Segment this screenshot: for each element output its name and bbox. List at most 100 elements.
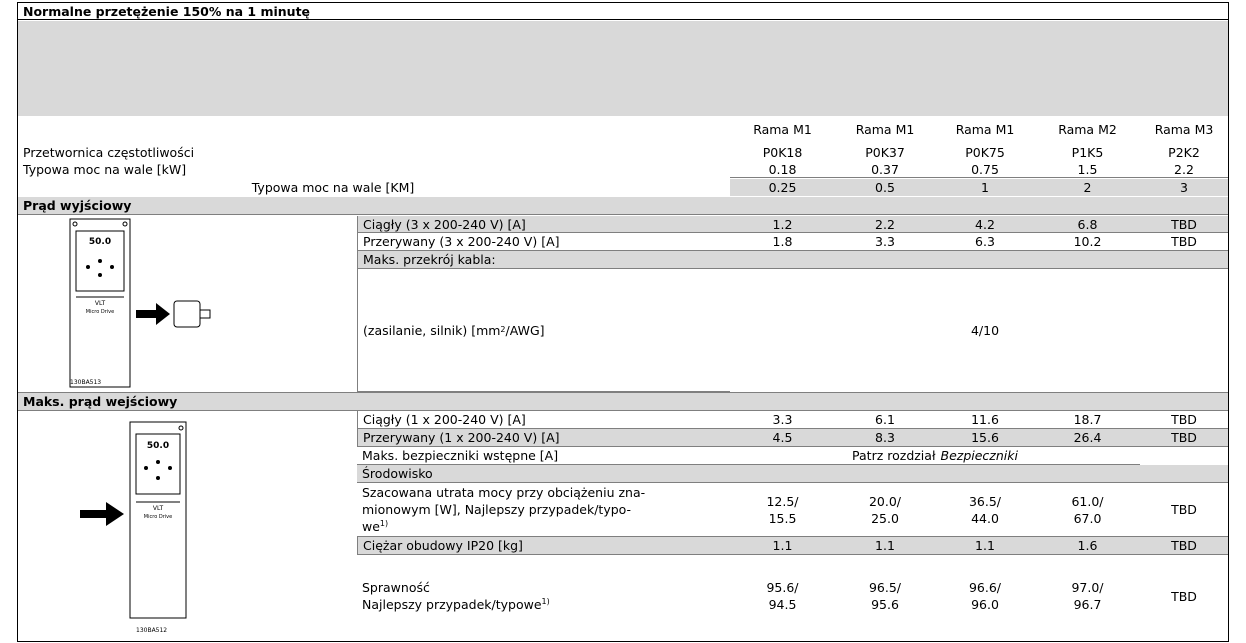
key: [156, 476, 160, 480]
product: Micro Drive: [86, 309, 114, 315]
value-line: 20.0/: [868, 493, 902, 509]
value: 96.6/96.0: [935, 560, 1035, 632]
label-part: /AWG]: [505, 322, 545, 338]
value: 3.3: [835, 233, 935, 251]
value: P0K37: [865, 145, 905, 160]
label-line: mionowym [W], Najlepszy przypadek/typo-: [362, 502, 632, 517]
label-line: Szacowana utrata mocy przy obciążeniu zn…: [362, 485, 646, 500]
value: 95.6/94.5: [730, 560, 835, 632]
frame: Rama M1: [955, 121, 1015, 137]
label-line: Sprawność: [362, 580, 430, 595]
value: 1.6: [1035, 537, 1140, 555]
value-line: 96.0: [971, 597, 999, 612]
value-line: 96.5/: [868, 580, 902, 595]
value: 26.4: [1035, 429, 1140, 447]
row-label: Typowa moc na wale [kW]: [23, 162, 187, 177]
header-band: [18, 21, 1228, 116]
value-line: 95.6/: [766, 580, 799, 595]
value: TBD: [1140, 429, 1228, 447]
row-label: Środowisko: [357, 465, 730, 483]
row-label: Maks. przekrój kabla:: [357, 251, 730, 269]
row-band: [730, 465, 1228, 483]
image-code: 130BA512: [136, 627, 167, 634]
key: [156, 460, 160, 464]
frame: Rama M1: [855, 121, 915, 137]
section-title: Maks. prąd wejściowy: [18, 393, 1228, 411]
value: 15.6: [935, 429, 1035, 447]
value: 1.5: [1035, 161, 1140, 178]
arrow: [80, 502, 124, 526]
note-ref: Bezpieczniki: [940, 448, 1018, 463]
value: 6.1: [835, 411, 935, 429]
brand: VLT: [95, 300, 106, 307]
row-label: Sprawność Najlepszy przypadek/typowe1): [357, 560, 730, 632]
row-label: (zasilanie, silnik) [mm 2 /AWG]: [357, 269, 730, 392]
output-image: 50.0 VLT Micro Drive 130BA513: [69, 218, 211, 388]
frame: Rama M2: [1058, 121, 1117, 137]
value: 8.3: [835, 429, 935, 447]
footnote: 1): [379, 518, 389, 528]
value: 0.18: [730, 161, 835, 178]
row-label: Ciągły (3 x 200-240 V) [A]: [357, 216, 730, 233]
value-line: 95.6: [871, 597, 899, 612]
value: 1.1: [835, 537, 935, 555]
value: 6.8: [1035, 216, 1140, 233]
value: 12.5/15.5: [730, 483, 835, 537]
value: 0.75: [935, 161, 1035, 178]
value: TBD: [1140, 560, 1228, 632]
value: 4/10: [970, 323, 1000, 338]
value-line: 94.5: [768, 597, 797, 612]
input-image: 50.0 VLT Micro Drive 130BA512: [80, 421, 187, 634]
value-line: 97.0/: [1071, 580, 1104, 595]
value: TBD: [1140, 483, 1228, 537]
value: 10.2: [1035, 233, 1140, 251]
brand: VLT: [153, 505, 164, 512]
keypad: [135, 433, 181, 495]
row-band: [730, 251, 1228, 269]
frame: Rama M3: [1154, 121, 1214, 137]
value: 1.1: [730, 537, 835, 555]
value-line: 44.0: [971, 510, 999, 526]
label-line: we1): [362, 518, 389, 534]
label-text: Najlepszy przypadek/typowe: [362, 597, 542, 612]
value: 1.2: [730, 216, 835, 233]
display: 50.0: [147, 441, 169, 451]
key: [168, 466, 172, 470]
row-label: Szacowana utrata mocy przy obciążeniu zn…: [357, 483, 730, 537]
value: 61.0/67.0: [1035, 483, 1140, 537]
value-line: 36.5/: [968, 493, 1002, 509]
row-label: Przetwornica częstotliwości: [23, 145, 195, 160]
keypad: [75, 230, 125, 292]
screw: [178, 425, 184, 431]
note: Patrz rozdział: [852, 448, 936, 463]
label-line: Najlepszy przypadek/typowe1): [362, 596, 550, 613]
value: 2.2: [835, 216, 935, 233]
value: 96.5/95.6: [835, 560, 935, 632]
value: 11.6: [935, 411, 1035, 429]
value: 4.5: [730, 429, 835, 447]
value-line: TBD: [1171, 588, 1197, 604]
motor-shaft: [199, 309, 211, 319]
value: TBD: [1140, 233, 1228, 251]
arrow: [136, 303, 170, 325]
key: [86, 265, 90, 269]
key: [98, 273, 102, 277]
row-label: Ciągły (1 x 200-240 V) [A]: [357, 411, 730, 429]
row-label: Przerywany (1 x 200-240 V) [A]: [357, 429, 730, 447]
title: Normalne przetężenie 150% na 1 minutę: [18, 3, 1228, 20]
section-title: Prąd wyjściowy: [18, 197, 1228, 215]
value: 97.0/96.7: [1035, 560, 1140, 632]
fuse-note: Patrz rozdział Bezpieczniki: [730, 447, 1140, 465]
footnote: 1): [541, 596, 550, 606]
frame: Rama M1: [753, 121, 812, 137]
value: TBD: [1140, 216, 1228, 233]
row-label: Ciężar obudowy IP20 [kg]: [357, 537, 730, 555]
key: [144, 466, 148, 470]
value: 1.8: [730, 233, 835, 251]
value-line: 61.0/: [1071, 493, 1104, 509]
value: 2.2: [1140, 161, 1228, 178]
value: 3.3: [730, 411, 835, 429]
key: [98, 259, 102, 263]
table-frame: [17, 2, 1229, 642]
